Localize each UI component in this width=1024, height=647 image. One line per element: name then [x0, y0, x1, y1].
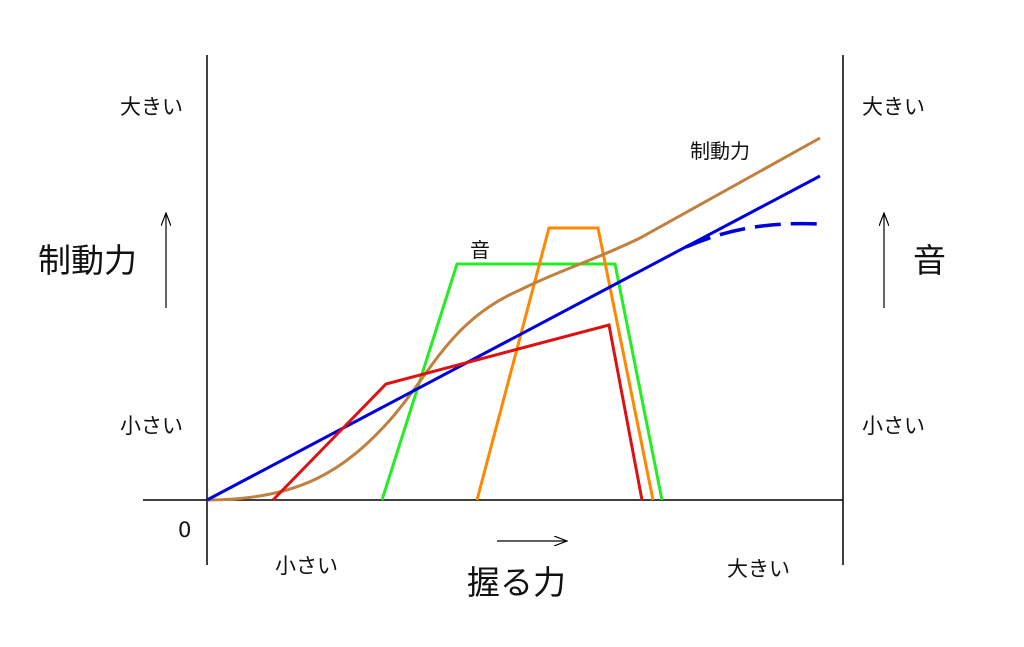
x-axis-title: 握る力: [467, 563, 566, 602]
x-large-label: 大きい: [727, 557, 790, 581]
brown-braking-curve: [206, 136, 821, 502]
right-large-label: 大きい: [862, 95, 925, 119]
left-small-label: 小さい: [120, 414, 183, 438]
x-small-label: 小さい: [275, 554, 338, 578]
orange-trapezoid-line: [475, 226, 655, 501]
left-axis-title: 制動力: [38, 241, 137, 280]
origin-label: 0: [178, 518, 192, 542]
left-large-label: 大きい: [120, 95, 183, 119]
blue-line-solid: [206, 174, 821, 502]
blue-line-dashed: [685, 221, 821, 249]
red-piecewise-line: [271, 323, 644, 502]
right-small-label: 小さい: [862, 414, 925, 438]
sound-curve-label: 音: [470, 238, 490, 262]
right-axis-title: 音: [913, 241, 946, 280]
braking-curve-label: 制動力: [690, 139, 750, 163]
